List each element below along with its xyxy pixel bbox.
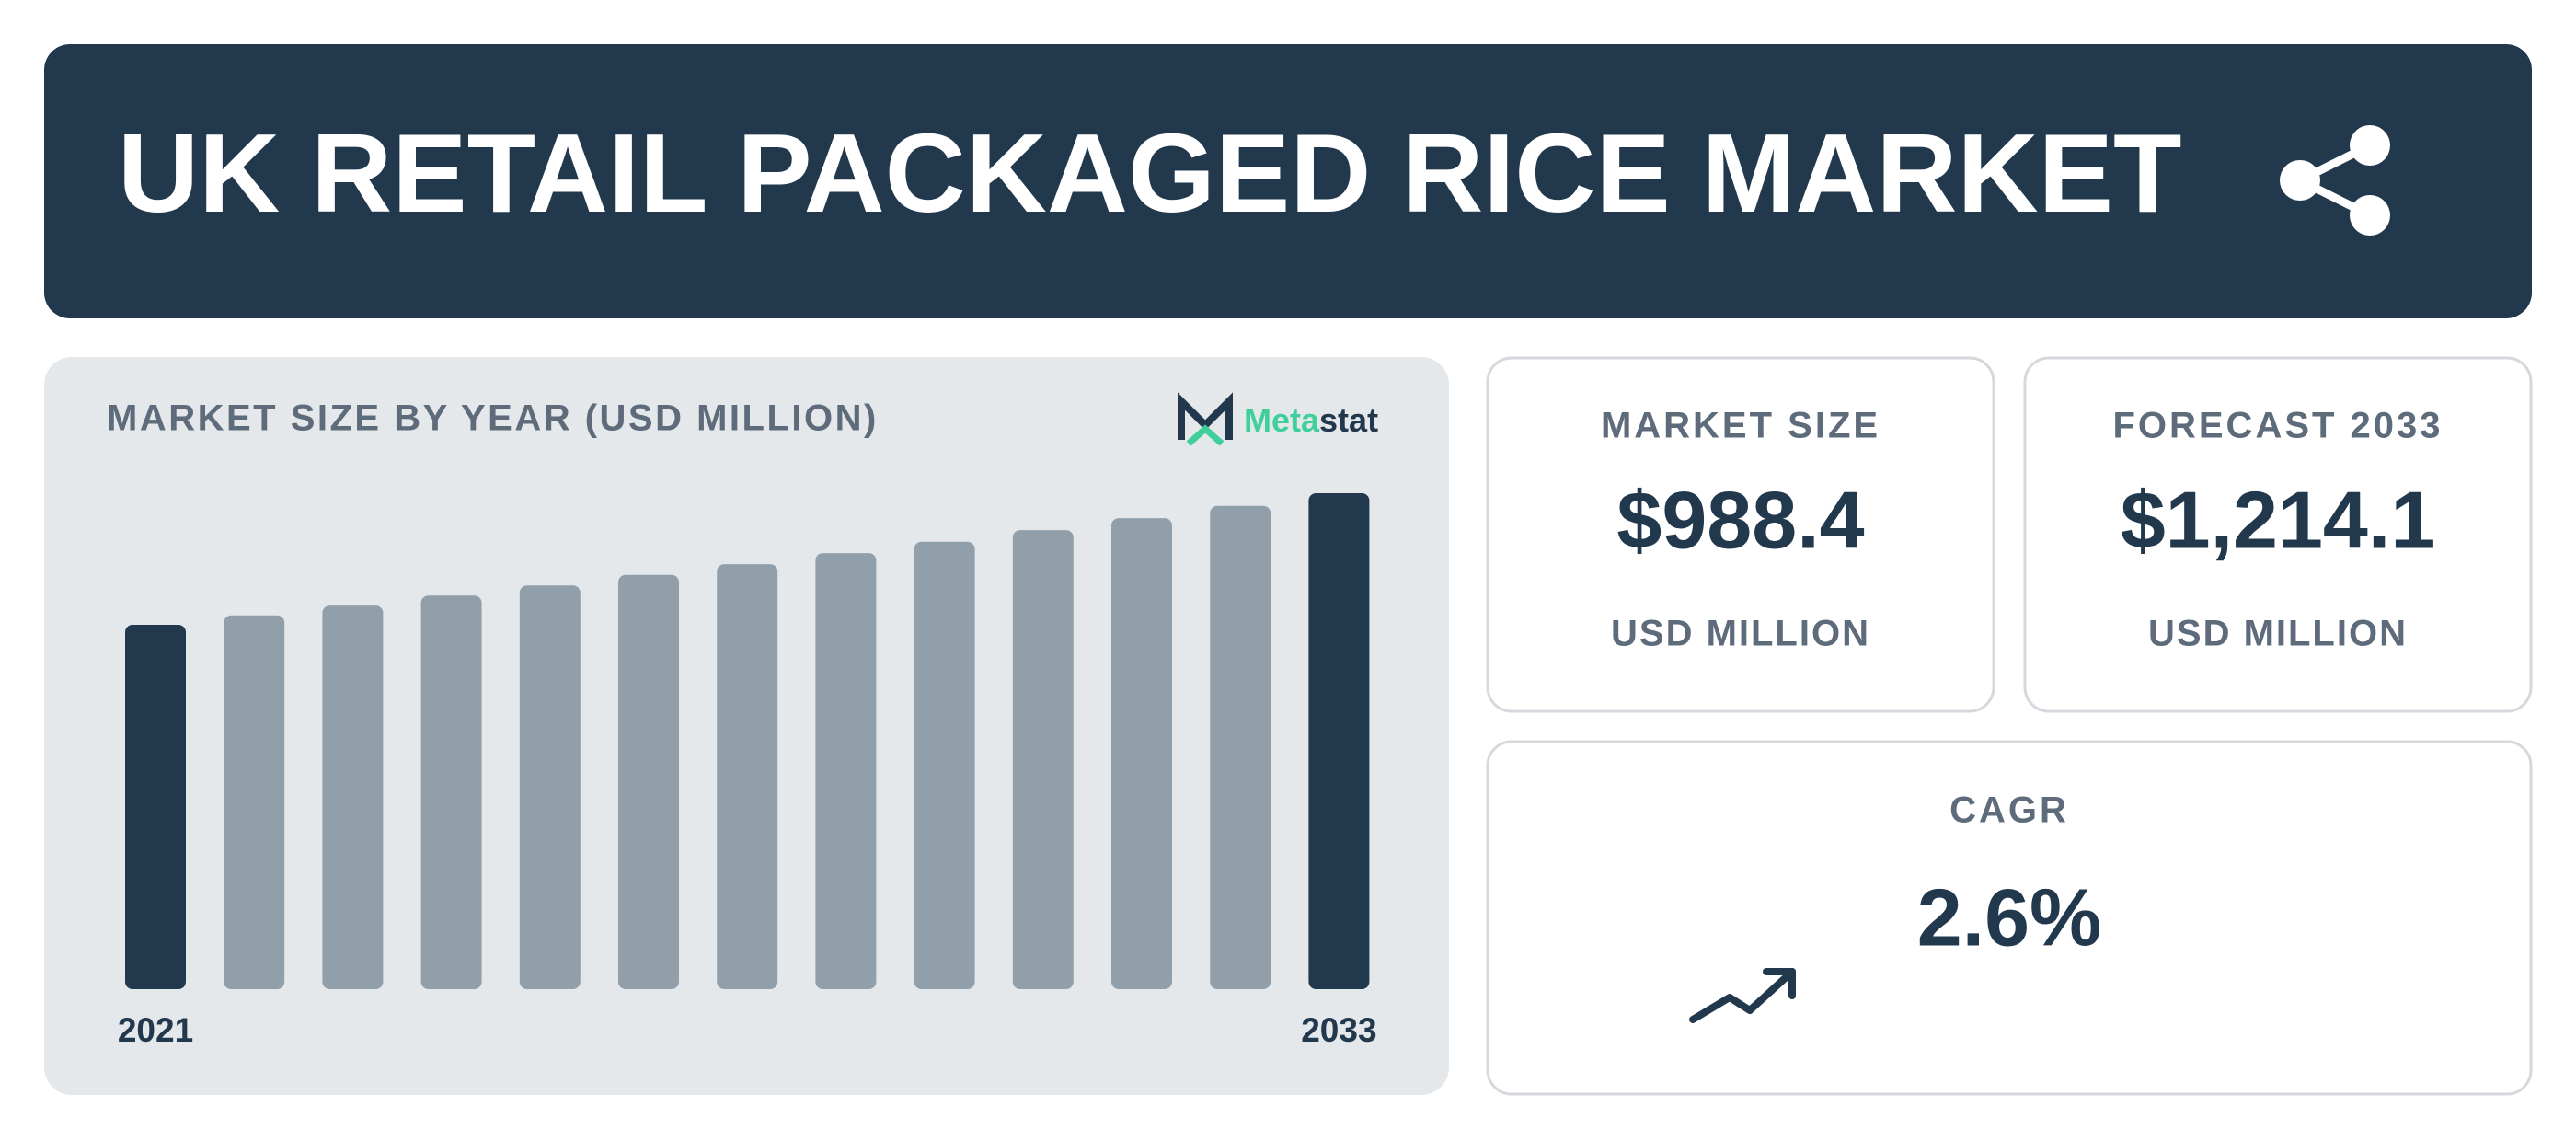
bar	[519, 585, 581, 989]
logo-first: Meta	[1244, 401, 1320, 439]
bar	[1308, 493, 1370, 989]
chart-title: MARKET SIZE BY YEAR (USD MILLION)	[107, 398, 879, 439]
bar	[1210, 505, 1271, 989]
logo-second: stat	[1319, 401, 1378, 439]
header-title: UK RETAIL PACKAGED RICE MARKET	[118, 110, 2181, 236]
kpi-unit: USD MILLION	[2148, 614, 2408, 654]
kpi-value: 2.6%	[1917, 871, 2102, 962]
bar	[717, 564, 778, 989]
x-tick-label: 2021	[118, 1011, 193, 1049]
bar	[1111, 518, 1172, 989]
kpi-label: FORECAST 2033	[2112, 406, 2443, 446]
bar-group: 2021 2033	[118, 493, 1377, 1049]
trend-icon	[1689, 968, 1796, 1023]
header-bar	[44, 44, 2532, 318]
bar	[1012, 530, 1074, 989]
kpi-value: $1,214.1	[2121, 474, 2436, 565]
bar	[322, 605, 384, 989]
kpi-label: MARKET SIZE	[1601, 406, 1880, 446]
share-icon[interactable]	[2280, 125, 2390, 236]
kpi-card	[2023, 356, 2533, 713]
bar	[914, 541, 975, 989]
kpi-card	[1486, 356, 1995, 713]
bar	[618, 574, 679, 989]
logo-accent	[1186, 424, 1225, 446]
kpi-unit: USD MILLION	[1611, 614, 1870, 654]
brand-logo: Metastat	[1178, 392, 1378, 446]
bar	[420, 595, 482, 989]
bar	[815, 553, 877, 989]
kpi-label: CAGR	[1949, 790, 2069, 831]
x-tick-label: 2033	[1301, 1011, 1376, 1049]
logo-text: Metastat	[1244, 401, 1378, 439]
bar	[125, 624, 186, 989]
bar	[224, 615, 285, 989]
kpi-value: $988.4	[1616, 474, 1864, 565]
